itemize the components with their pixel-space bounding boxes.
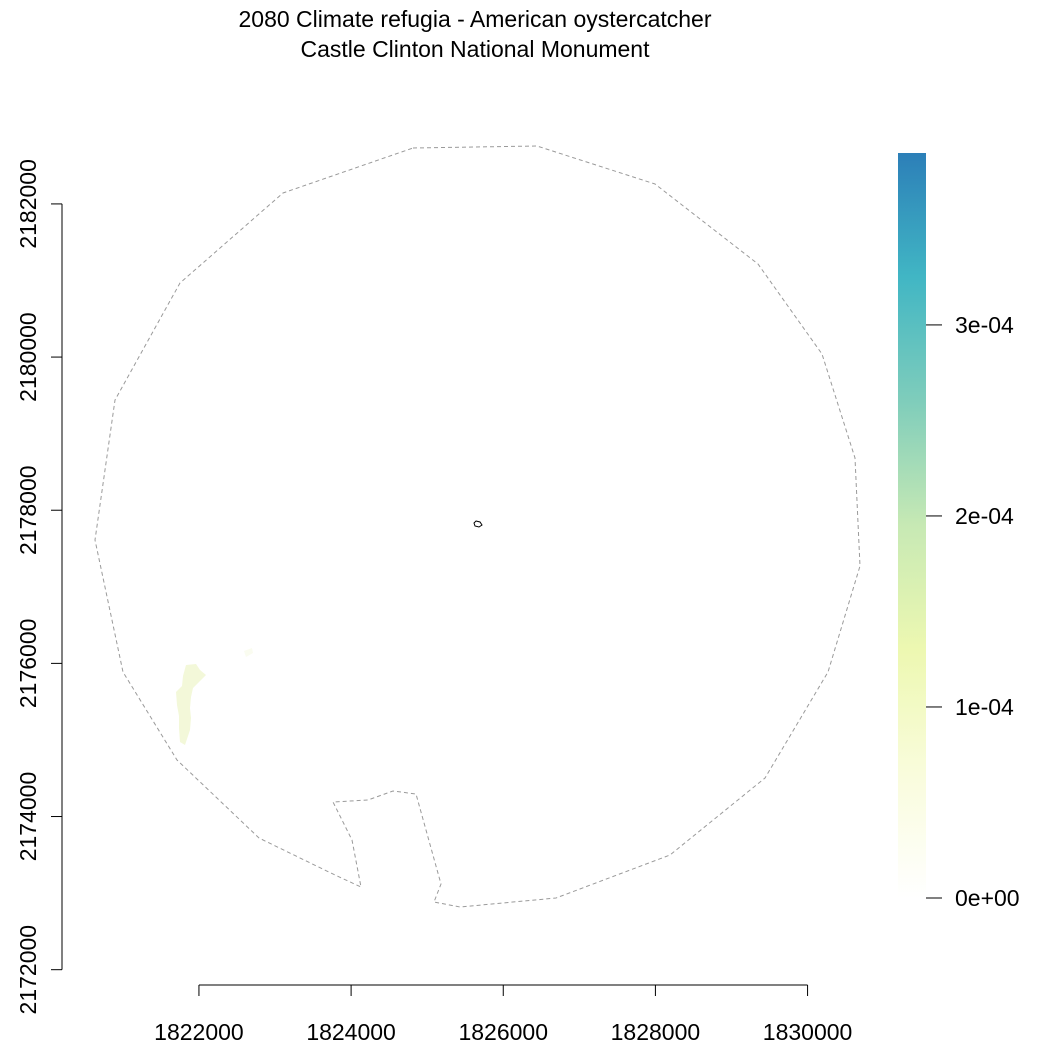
legend-tick-label: 3e-04: [955, 312, 1014, 338]
y-tick-label: 2174000: [15, 772, 41, 862]
refugia-speck: [244, 648, 253, 657]
park-boundary: [473, 520, 483, 528]
x-tick-label: 1828000: [611, 1019, 701, 1045]
map-title: 2080 Climate refugia - American oysterca…: [238, 6, 712, 32]
y-tick-label: 2178000: [15, 465, 41, 555]
y-tick-label: 2180000: [15, 312, 41, 402]
x-tick-label: 1826000: [458, 1019, 548, 1045]
x-axis: 1822000 1824000 1826000 1828000 1830000: [154, 984, 853, 1045]
y-tick-label: 2172000: [15, 925, 41, 1015]
color-legend: 0e+00 1e-04 2e-04 3e-04: [898, 153, 1020, 911]
legend-tick-label: 0e+00: [955, 885, 1020, 911]
legend-tick-label: 2e-04: [955, 503, 1014, 529]
map-subtitle: Castle Clinton National Monument: [300, 36, 650, 62]
x-tick-label: 1830000: [763, 1019, 853, 1045]
legend-tick-label: 1e-04: [955, 694, 1014, 720]
y-tick-label: 2182000: [15, 159, 41, 249]
y-tick-label: 2176000: [15, 619, 41, 709]
x-tick-label: 1824000: [306, 1019, 396, 1045]
refugia-patch: [176, 664, 206, 745]
legend-color-bar: [898, 153, 926, 898]
y-axis: 2172000 2174000 2176000 2178000 2180000 21820…: [15, 159, 63, 1015]
buffer-outline: [94, 145, 861, 908]
x-tick-label: 1822000: [154, 1019, 244, 1045]
